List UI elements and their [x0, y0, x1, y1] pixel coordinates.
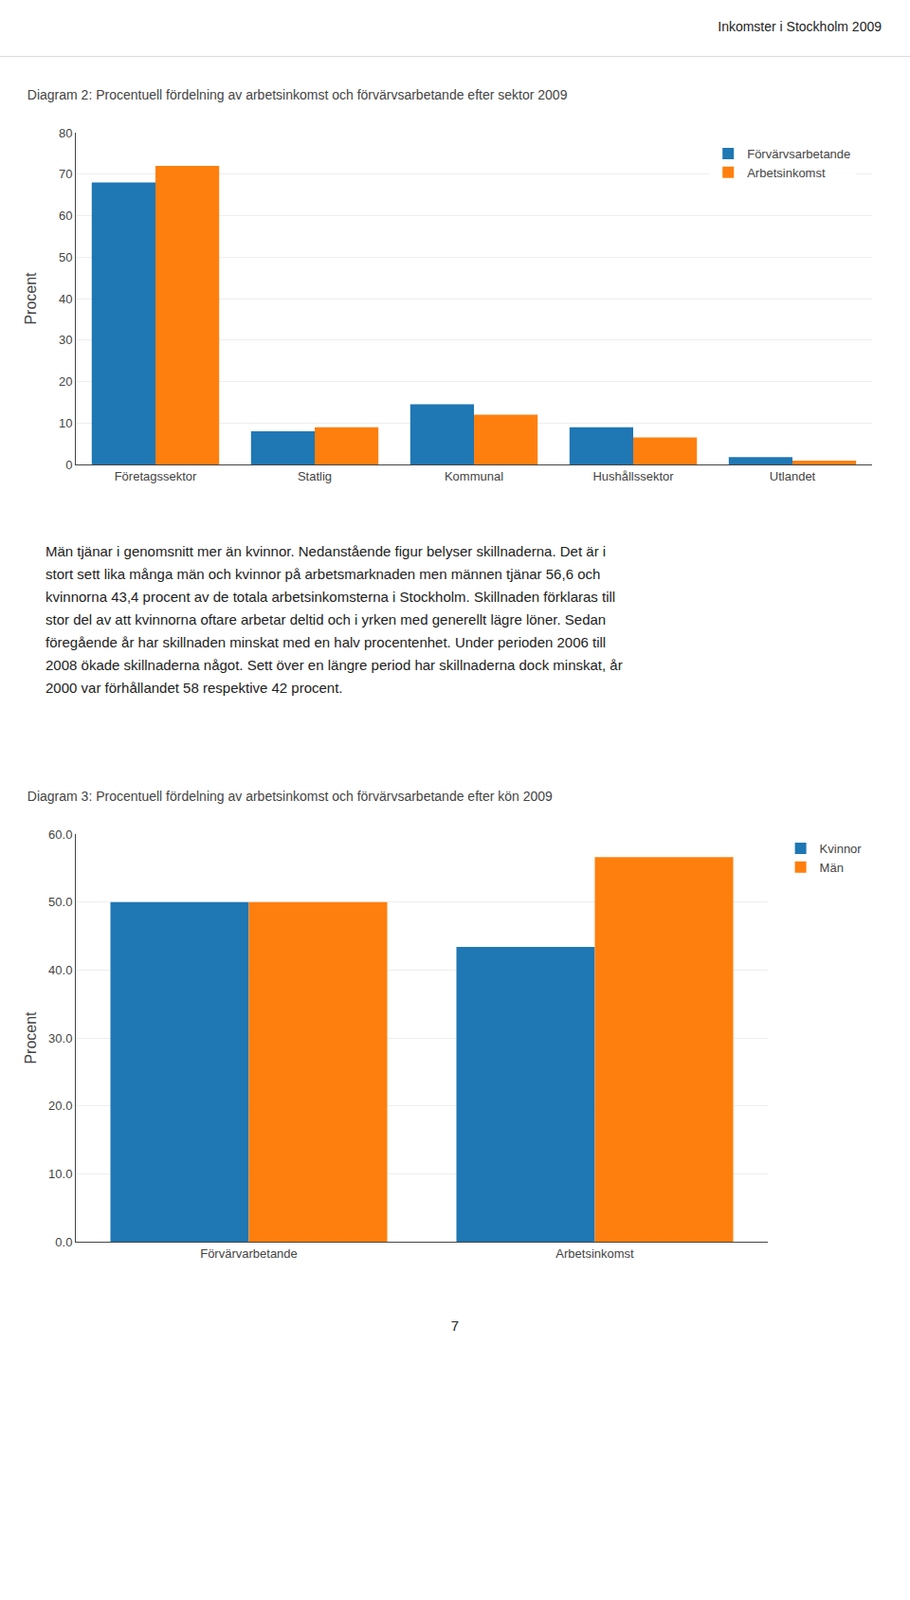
svg-text:Hushållssektor: Hushållssektor: [592, 469, 674, 484]
html-text:stort sett lika många män och: stort sett lika många män och kvinnor på…: [45, 565, 601, 583]
html-text:stor del av att kvinnorna ofta: stor del av att kvinnorna oftare arbetar…: [45, 611, 606, 628]
svg-text:Kvinnor: Kvinnor: [819, 841, 863, 856]
svg-text:Förvärvarbetande: Förvärvarbetande: [200, 1246, 298, 1261]
svg-text:50: 50: [58, 250, 73, 265]
svg-text:Procent: Procent: [22, 272, 39, 326]
html-text:2000 var förhållandet 58 respe: 2000 var förhållandet 58 respektive 42 p…: [45, 679, 343, 696]
svg-text:70: 70: [58, 166, 73, 182]
svg-text:Kommunal: Kommunal: [444, 469, 504, 484]
svg-text:Arbetsinkomst: Arbetsinkomst: [746, 165, 826, 181]
svg-text:50.0: 50.0: [48, 894, 73, 910]
svg-text:10: 10: [58, 416, 73, 431]
html-text:kvinnorna 43,4 procent av de t: kvinnorna 43,4 procent av de totala arbe…: [45, 588, 616, 605]
svg-text:30: 30: [58, 332, 73, 347]
svg-text:0: 0: [65, 457, 73, 473]
svg-text:10.0: 10.0: [48, 1166, 73, 1182]
svg-text:30.0: 30.0: [48, 1031, 73, 1046]
html-text:Inkomster i Stockholm 2009: Inkomster i Stockholm 2009: [717, 18, 882, 35]
svg-text:80: 80: [58, 126, 73, 141]
html-text:föregående år har skillnaden m: föregående år har skillnaden minskat med…: [45, 634, 606, 651]
svg-text:Förvärvsarbetande: Förvärvsarbetande: [746, 146, 851, 162]
svg-text:20: 20: [58, 374, 73, 389]
svg-text:60.0: 60.0: [48, 827, 73, 842]
svg-text:Procent: Procent: [22, 1011, 39, 1065]
svg-text:Statlig: Statlig: [297, 469, 332, 484]
html-text:2008 ökade skillnaderna något.: 2008 ökade skillnaderna något. Sett över…: [45, 656, 623, 674]
svg-text:20.0: 20.0: [48, 1098, 73, 1113]
html-text:Män tjänar i genomsnitt mer än: Män tjänar i genomsnitt mer än kvinnor. …: [45, 543, 606, 560]
svg-text:0.0: 0.0: [54, 1235, 73, 1250]
html-text:7: 7: [451, 1317, 459, 1334]
svg-text:Företagssektor: Företagssektor: [114, 469, 198, 484]
svg-text:Diagram 2: Procentuell fördeln: Diagram 2: Procentuell fördelning av arb…: [27, 87, 568, 103]
svg-text:Diagram 3: Procentuell fördeln: Diagram 3: Procentuell fördelning av arb…: [27, 788, 553, 804]
svg-text:Utlandet: Utlandet: [769, 469, 817, 484]
svg-text:60: 60: [58, 208, 73, 223]
svg-text:Män: Män: [819, 860, 844, 875]
svg-text:40: 40: [58, 291, 73, 307]
svg-text:Arbetsinkomst: Arbetsinkomst: [555, 1246, 635, 1261]
svg-text:40.0: 40.0: [48, 963, 73, 978]
